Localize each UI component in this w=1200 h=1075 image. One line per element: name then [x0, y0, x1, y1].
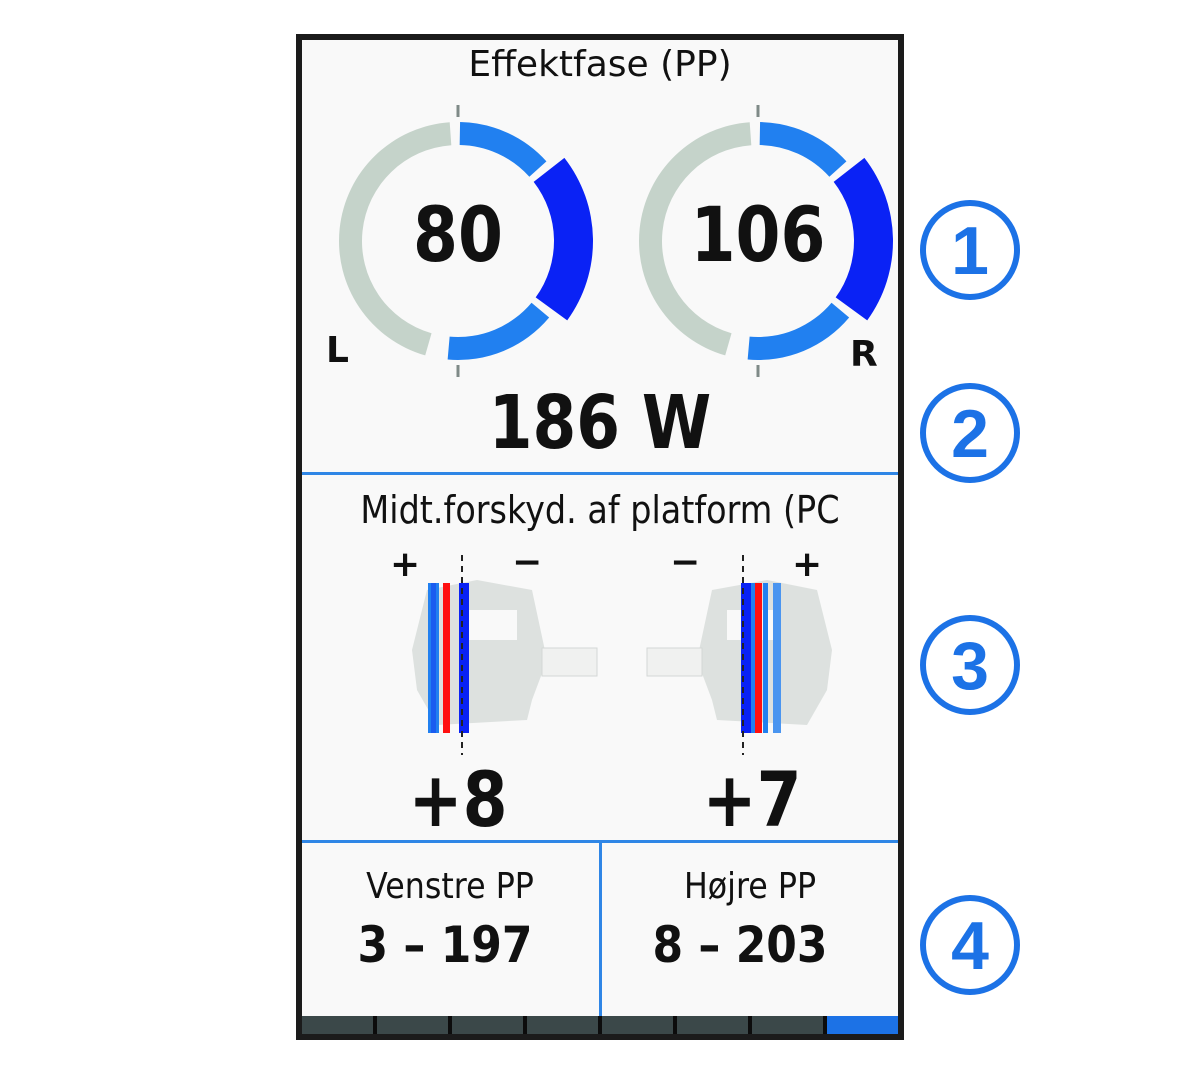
gauge-phase-start-arc [459, 122, 547, 177]
pedal-spindle [646, 647, 703, 677]
gauge-top-tick [456, 105, 460, 117]
callout-number: 4 [951, 908, 989, 984]
left-phase-peak-label: Venstre PP [366, 866, 534, 907]
right-power-phase-gauge [639, 105, 893, 377]
right-power-phase-value: 106 [690, 190, 826, 279]
page-indicator-segment [602, 1016, 673, 1034]
pedal-body [412, 580, 598, 725]
divider [302, 472, 898, 475]
divider [302, 840, 898, 843]
power-phase-title: Effektfase (PP) [468, 44, 732, 85]
left-plus-label: + [390, 544, 421, 585]
left-platform-offset-value: +8 [408, 755, 508, 844]
left-phase-peak-value: 3 – 197 [357, 916, 533, 974]
page-indicator-segment [377, 1016, 448, 1034]
callout-2: 2 [920, 383, 1020, 483]
left-minus-label: − [512, 542, 543, 583]
platform-offset-line [741, 583, 751, 733]
page-indicator-segment [527, 1016, 598, 1034]
divider [599, 843, 602, 1016]
page-indicator-segment [677, 1016, 748, 1034]
right-pedal-icon [646, 555, 832, 755]
total-power-value: 186 W [488, 380, 712, 466]
gauge-bottom-tick [456, 365, 460, 377]
gauge-top-tick [756, 105, 760, 117]
page-indicator-segment [752, 1016, 823, 1034]
right-phase-peak-label: Højre PP [683, 866, 817, 907]
left-side-label: L [326, 330, 349, 371]
platform-offset-pedals [412, 555, 832, 755]
right-minus-label: − [670, 542, 701, 583]
callout-number: 2 [951, 396, 989, 472]
callouts: 1 2 3 4 [920, 200, 1020, 995]
platform-offset-line [459, 583, 469, 733]
gauge-phase-end-arc [747, 302, 850, 360]
device-screen: Effektfase (PP) 80 106 L R 186 W Midt.fo… [296, 34, 904, 1040]
platform-offset-line [751, 583, 755, 733]
callout-number: 1 [951, 213, 989, 289]
gauge-idle-arc [639, 122, 752, 356]
pedal-cutout [467, 610, 517, 640]
left-power-phase-value: 80 [413, 190, 503, 279]
page-indicator-segment [827, 1016, 898, 1034]
platform-offset-line [431, 583, 436, 733]
page-indicator-segment [452, 1016, 523, 1034]
callout-3: 3 [920, 615, 1020, 715]
platform-offset-line [773, 583, 781, 733]
gauge-phase-end-arc [447, 302, 550, 360]
page-indicator-segment [302, 1016, 373, 1034]
callout-1: 1 [920, 200, 1020, 300]
left-pedal-icon [412, 555, 598, 755]
platform-offset-line [755, 583, 762, 733]
left-power-phase-gauge [338, 105, 593, 377]
right-platform-offset-value: +7 [702, 755, 802, 844]
gauge-idle-arc [338, 122, 452, 356]
right-phase-peak-value: 8 – 203 [652, 916, 828, 974]
callout-number: 3 [951, 628, 989, 704]
gauge-phase-start-arc [759, 122, 847, 177]
gauge-peak-phase-arc [833, 157, 893, 321]
gauge-bottom-tick [756, 365, 760, 377]
power-phase-gauges [338, 105, 893, 377]
right-plus-label: + [792, 544, 823, 585]
platform-offset-line [443, 583, 450, 733]
callout-4: 4 [920, 895, 1020, 995]
pedal-body [646, 580, 832, 725]
pedal-spindle [541, 647, 598, 677]
right-side-label: R [850, 334, 878, 375]
platform-offset-line [763, 583, 768, 733]
page-indicator [302, 1016, 898, 1034]
gauge-peak-phase-arc [533, 157, 593, 321]
platform-offset-title: Midt.forskyd. af platform (PC [360, 488, 840, 532]
